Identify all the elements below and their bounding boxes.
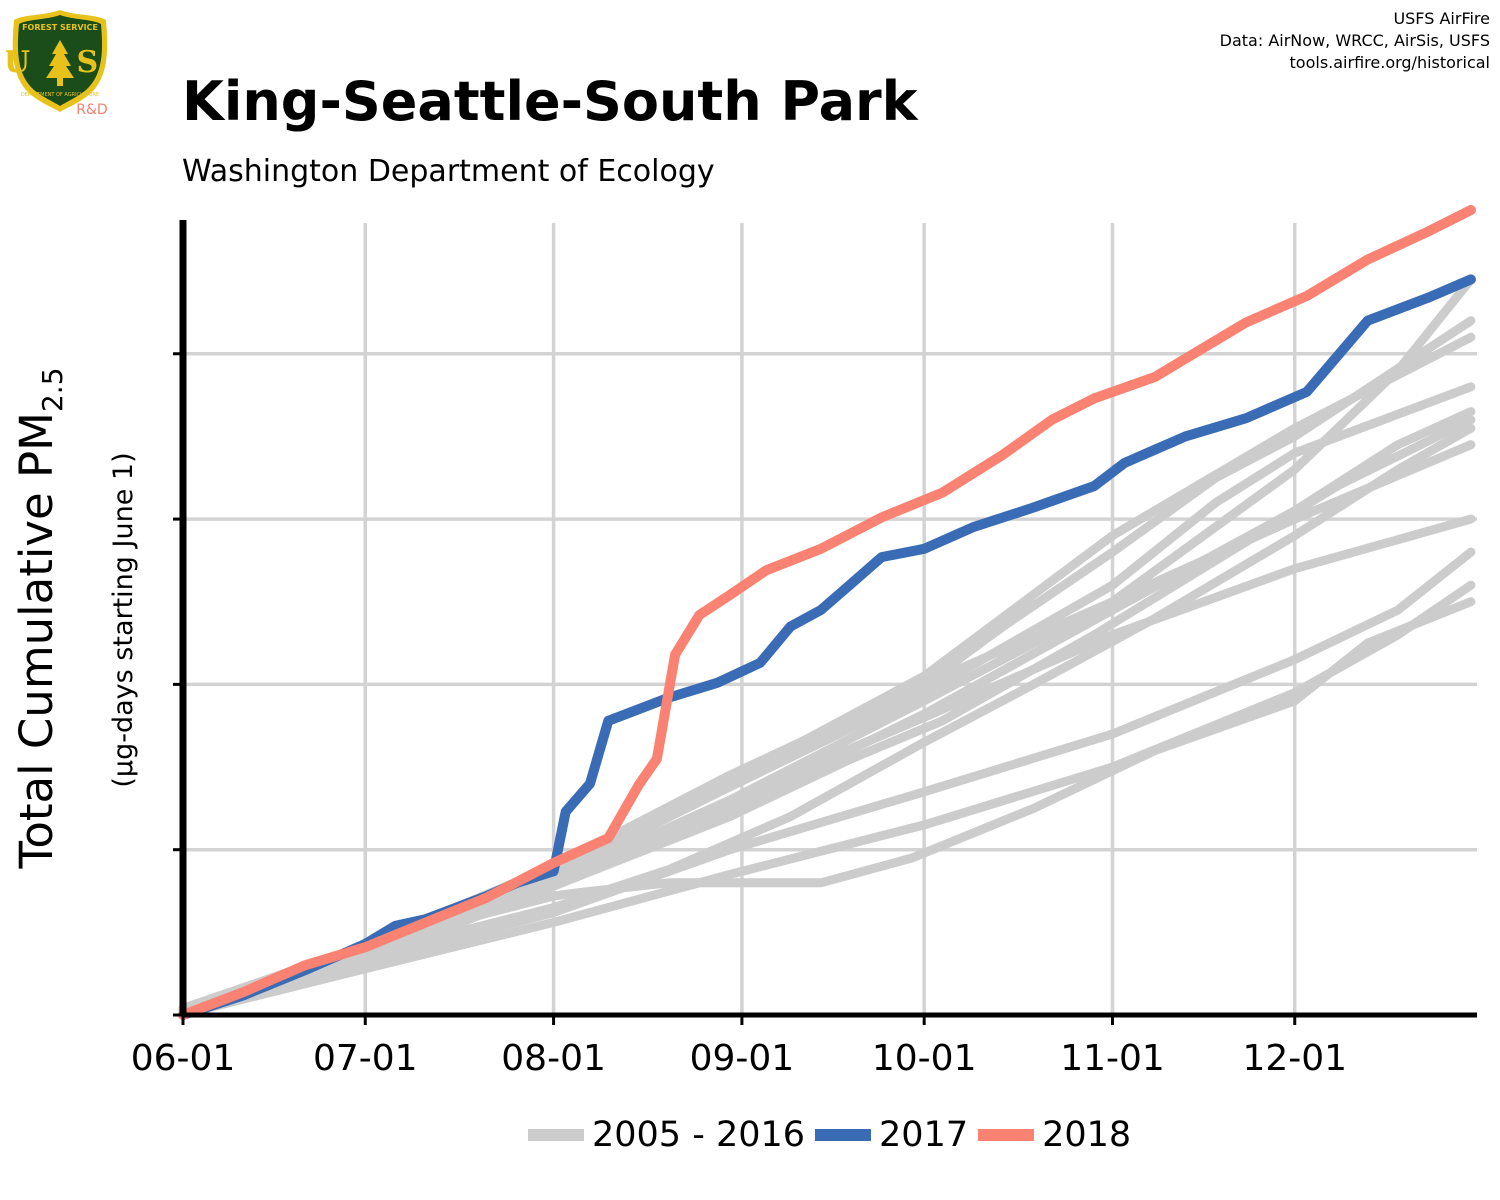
series-line-2017 [178, 274, 1476, 1020]
legend: 2005 - 2016 2017 2018 [528, 1110, 1141, 1160]
x-tick-label: 09-01 [690, 1038, 795, 1079]
grid [183, 223, 1477, 1015]
logo-top-text: FOREST SERVICE [22, 23, 98, 32]
historical-series-group [178, 274, 1476, 1019]
highlight-series-group [178, 205, 1476, 1020]
credit-line: tools.airfire.org/historical [1289, 53, 1490, 72]
chart-subtitle: Washington Department of Ecology [182, 154, 715, 189]
y-axis-label-subscript: 2.5 [36, 367, 69, 412]
legend-label: 2018 [1042, 1115, 1132, 1155]
axes: 06-01 07-01 08-01 09-01 10-01 11-01 12-01 [131, 220, 1477, 1079]
historical-series-line [178, 514, 1476, 1017]
legend-swatch [978, 1129, 1035, 1141]
legend-item-historical: 2005 - 2016 [528, 1115, 805, 1155]
historical-series-line [178, 332, 1476, 1015]
x-tick-label: 11-01 [1060, 1038, 1165, 1079]
x-tick-label: 12-01 [1242, 1038, 1347, 1079]
y-axis-label: Total Cumulative PM2.5 [10, 367, 69, 869]
credit-line: Data: AirNow, WRCC, AirSis, USFS [1219, 31, 1490, 50]
legend-item-2017: 2017 [815, 1115, 968, 1155]
legend-label: 2017 [879, 1115, 969, 1155]
historical-series-line [178, 580, 1476, 1019]
historical-series-line [178, 415, 1476, 1017]
x-tick-label: 10-01 [872, 1038, 977, 1079]
chart-title: King-Seattle-South Park [182, 70, 918, 133]
legend-swatch [528, 1129, 584, 1141]
y-axis-label-text: Total Cumulative PM [10, 412, 63, 870]
tree-icon [46, 40, 74, 86]
legend-item-2018: 2018 [978, 1115, 1131, 1155]
logo-bottom-text: DEPARTMENT OF AGRICULTURE [21, 92, 99, 98]
y-axis-units: (µg-days starting June 1) [108, 452, 139, 787]
logo-main-text: U S [6, 45, 114, 80]
usfs-shield-logo: FOREST SERVICE U S DEPARTMENT OF AGRICUL… [6, 10, 114, 118]
x-tick-label: 06-01 [131, 1038, 236, 1079]
credit-line: USFS AirFire [1393, 9, 1490, 28]
credits: USFS AirFire Data: AirNow, WRCC, AirSis,… [1220, 8, 1490, 74]
logo-badge-text: R&D [76, 102, 107, 118]
series-line-2018 [178, 205, 1476, 1020]
x-tick-label: 08-01 [501, 1038, 606, 1079]
legend-label: 2005 - 2016 [592, 1115, 806, 1155]
x-tick-label: 07-01 [313, 1038, 418, 1079]
historical-series-line [178, 407, 1476, 1018]
historical-series-line [178, 547, 1476, 1016]
legend-swatch [815, 1129, 872, 1141]
historical-series-line [178, 274, 1476, 1017]
